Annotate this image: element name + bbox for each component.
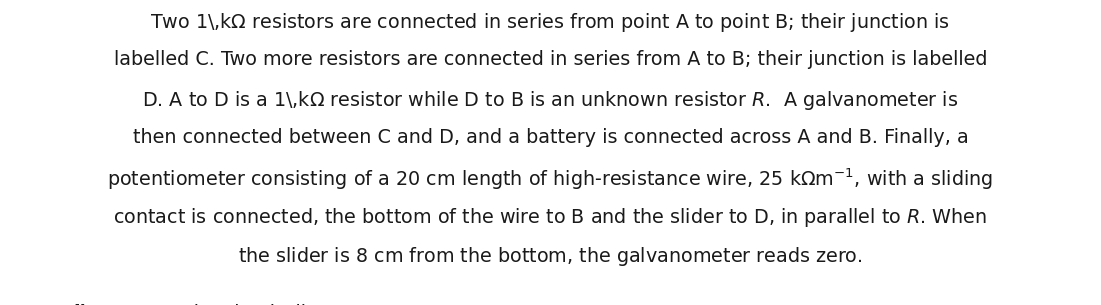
Text: labelled C. Two more resistors are connected in series from A to B; their juncti: labelled C. Two more resistors are conne… <box>113 50 988 69</box>
Text: contact is connected, the bottom of the wire to B and the slider to D, in parall: contact is connected, the bottom of the … <box>113 206 988 229</box>
Text: D. A to D is a 1\,k$\Omega$ resistor while D to B is an unknown resistor $R$.  A: D. A to D is a 1\,k$\Omega$ resistor whi… <box>142 89 959 112</box>
Text: then connected between C and D, and a battery is connected across A and B. Final: then connected between C and D, and a ba… <box>132 128 969 147</box>
Text: i): i) <box>74 304 89 305</box>
Text: Two 1\,k$\Omega$ resistors are connected in series from point A to point B; thei: Two 1\,k$\Omega$ resistors are connected… <box>151 11 950 34</box>
Text: the slider is $\mathdefault{8\ cm}$ from the bottom, the galvanometer reads zero: the slider is $\mathdefault{8\ cm}$ from… <box>238 245 863 268</box>
Text: Draw the circuit diagram.: Draw the circuit diagram. <box>130 304 374 305</box>
Text: potentiometer consisting of a $\mathdefault{20\ cm}$ length of high-resistance w: potentiometer consisting of a $\mathdefa… <box>108 167 993 192</box>
